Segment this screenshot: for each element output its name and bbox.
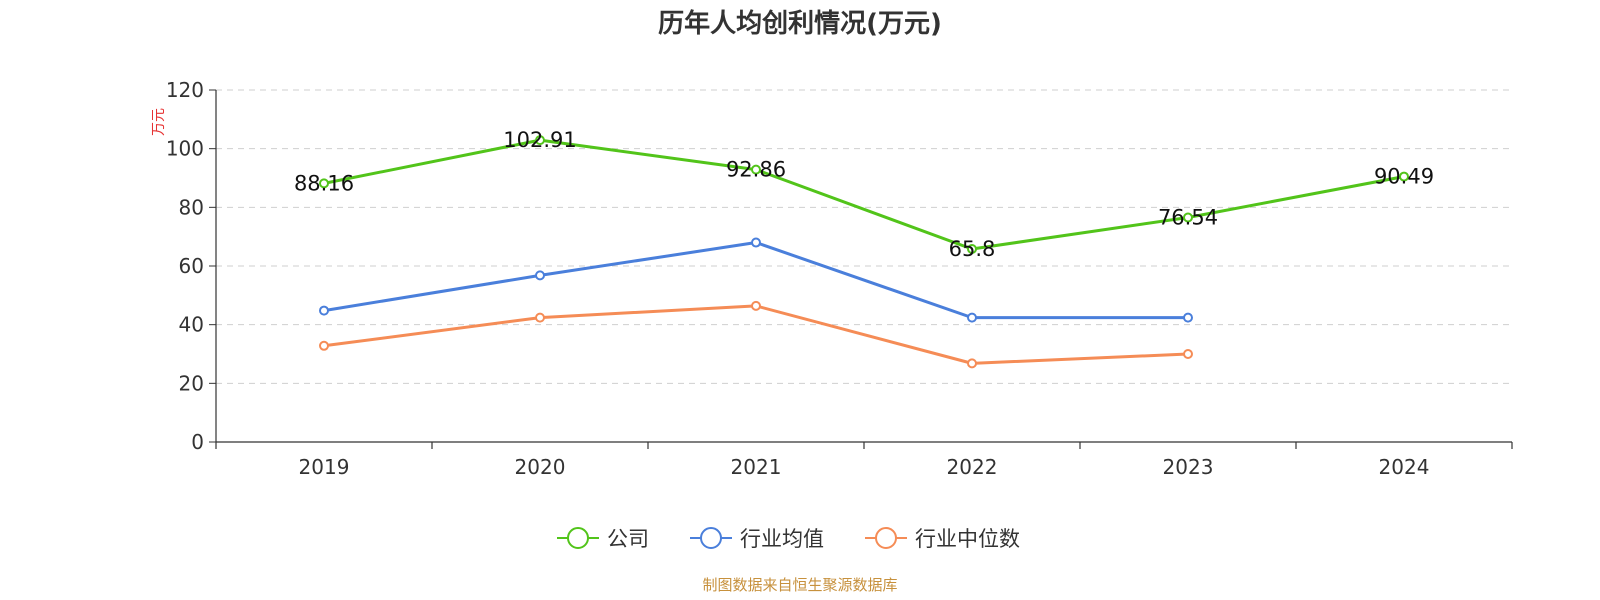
data-point[interactable] bbox=[967, 358, 977, 369]
legend-label: 行业中位数 bbox=[915, 527, 1020, 551]
legend-marker bbox=[875, 527, 897, 549]
y-tick-label: 0 bbox=[191, 430, 204, 454]
legend-label: 行业均值 bbox=[740, 527, 824, 551]
y-tick-label: 60 bbox=[179, 254, 204, 278]
footer-source: 制图数据来自恒生聚源数据库 bbox=[702, 576, 897, 594]
data-point[interactable] bbox=[1183, 349, 1193, 359]
series-line bbox=[323, 304, 1189, 365]
data-point[interactable] bbox=[751, 237, 761, 248]
x-tick-labels: 2019 2020 2021 2022 2023 2024 bbox=[299, 455, 1430, 479]
data-label: 102.91 bbox=[503, 128, 576, 152]
data-label: 88.16 bbox=[294, 171, 354, 195]
data-point[interactable] bbox=[1183, 312, 1193, 323]
y-tick-label: 80 bbox=[179, 195, 204, 219]
data-point[interactable] bbox=[535, 312, 545, 323]
data-point[interactable] bbox=[1399, 171, 1409, 182]
y-tick-label: 100 bbox=[166, 137, 204, 161]
legend-label: 公司 bbox=[607, 527, 649, 551]
y-tick-label: 20 bbox=[179, 371, 204, 395]
data-label: 76.54 bbox=[1158, 205, 1218, 229]
legend[interactable]: 公司 行业均值 行业中位数 bbox=[557, 527, 1020, 551]
x-tick-label: 2024 bbox=[1379, 455, 1430, 479]
x-tick-label: 2023 bbox=[1163, 455, 1214, 479]
data-point[interactable] bbox=[319, 340, 329, 351]
data-point[interactable] bbox=[319, 305, 329, 316]
data-point[interactable] bbox=[535, 270, 545, 281]
data-point[interactable] bbox=[967, 243, 977, 254]
legend-marker bbox=[567, 527, 589, 549]
y-axis-label: 万元 bbox=[151, 108, 167, 136]
legend-marker bbox=[700, 527, 722, 549]
axes bbox=[209, 89, 1513, 449]
data-label: 65.8 bbox=[949, 237, 996, 261]
data-point[interactable] bbox=[751, 164, 761, 175]
x-tick-label: 2022 bbox=[947, 455, 998, 479]
data-label: 90.49 bbox=[1374, 165, 1434, 189]
data-point[interactable] bbox=[751, 300, 761, 311]
series-group bbox=[319, 135, 1409, 369]
x-tick-label: 2021 bbox=[731, 455, 782, 479]
data-point[interactable] bbox=[535, 135, 545, 146]
data-point[interactable] bbox=[967, 312, 977, 323]
x-tick-label: 2020 bbox=[515, 455, 566, 479]
legend-item[interactable]: 行业中位数 bbox=[865, 527, 1020, 551]
x-tick-label: 2019 bbox=[299, 455, 350, 479]
chart-title: 历年人均创利情况(万元) bbox=[658, 8, 942, 39]
y-tick-label: 120 bbox=[166, 78, 204, 102]
legend-item[interactable]: 公司 bbox=[557, 527, 649, 551]
data-label: 92.86 bbox=[726, 158, 786, 182]
data-point[interactable] bbox=[1183, 212, 1193, 223]
data-point[interactable] bbox=[319, 178, 329, 189]
data-labels: 88.16 102.91 92.86 65.8 76.54 90.49 bbox=[294, 128, 1434, 261]
series-line bbox=[323, 138, 1405, 251]
legend-item[interactable]: 行业均值 bbox=[690, 527, 824, 551]
y-tick-labels: 0 20 40 60 80 100 120 bbox=[166, 78, 204, 454]
y-tick-label: 40 bbox=[179, 313, 204, 337]
grid-lines bbox=[216, 89, 1512, 384]
